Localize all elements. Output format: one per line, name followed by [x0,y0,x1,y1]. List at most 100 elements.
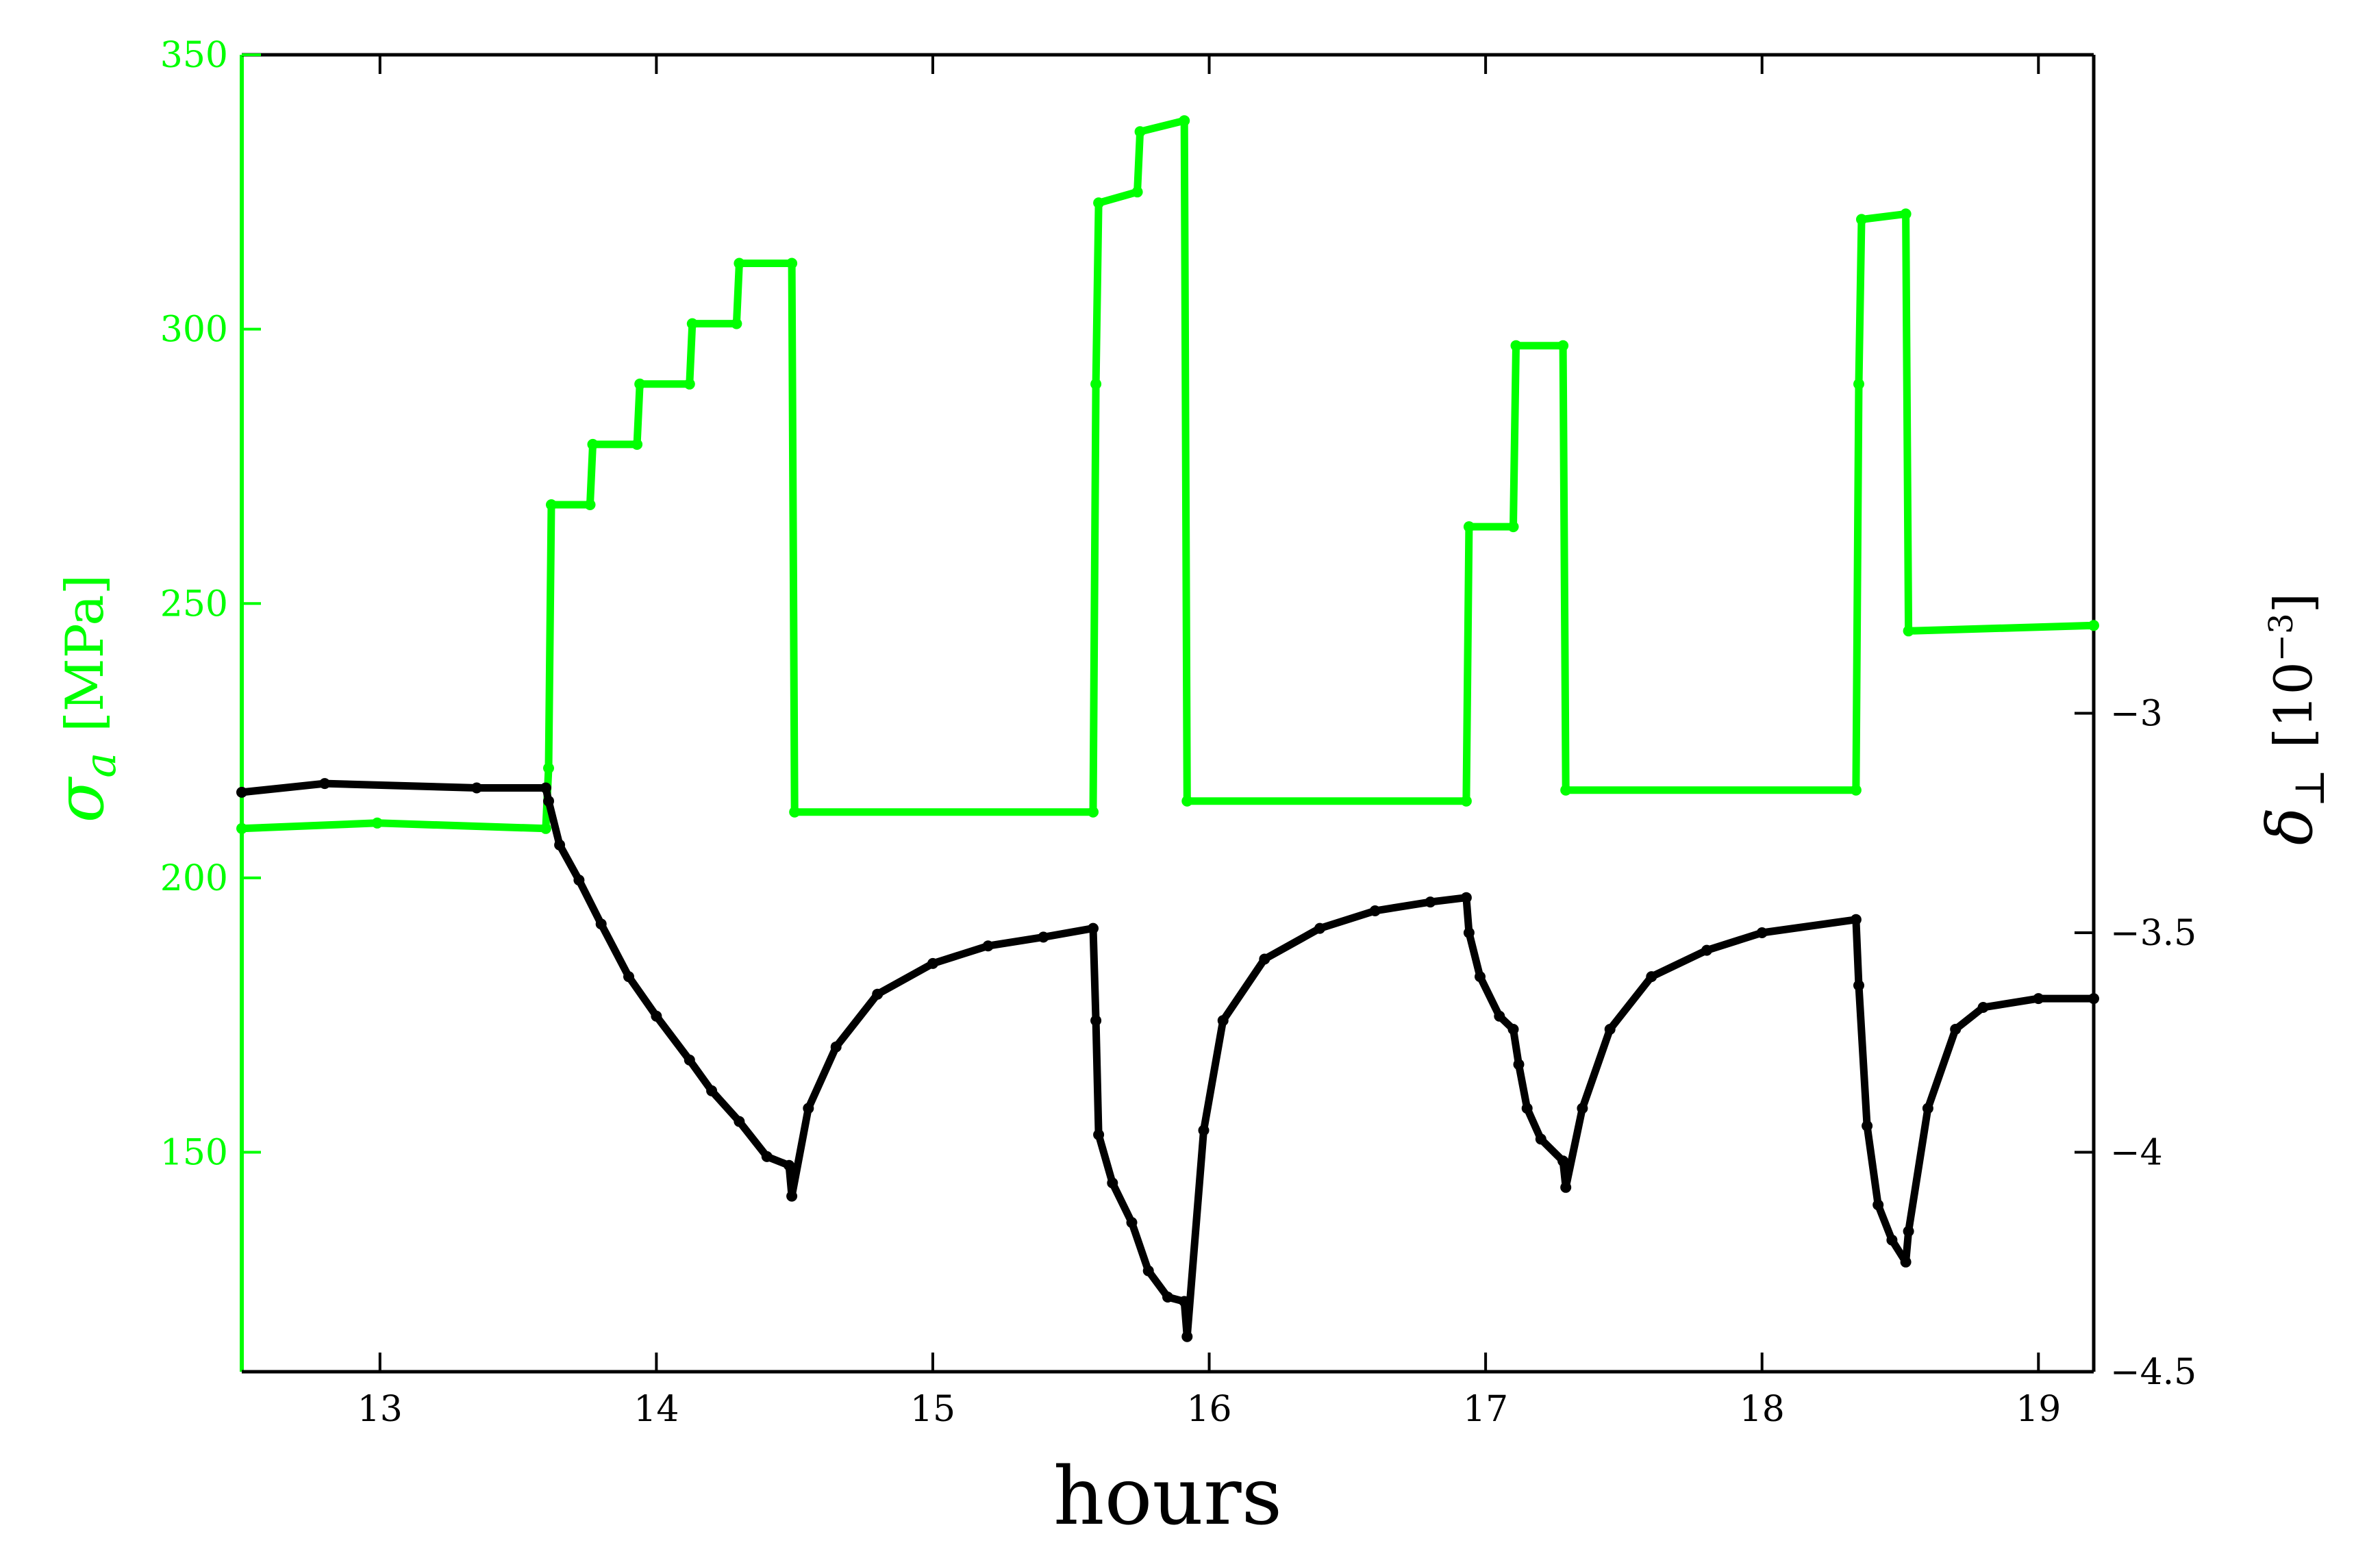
stress-data-point [587,438,599,450]
strain-data-point [1646,971,1657,983]
left-y-axis-symbol: σ [42,776,118,822]
strain-data-point [1093,1129,1105,1140]
strain-data-point [554,839,566,851]
right-y-axis-unit-base: [10 [2263,662,2324,748]
strain-data-point [1850,914,1862,925]
strain-data-point [543,795,554,807]
strain-data-point [573,875,585,886]
strain-data-point [1126,1217,1138,1229]
strain-data-point [734,1116,745,1127]
strain-data-point [982,940,994,952]
strain-data-point [540,782,551,794]
strain-data-point [1977,1002,1989,1013]
strain-data-point [1560,1181,1572,1193]
stress-data-point [1181,795,1193,807]
strain-data-point [1162,1292,1173,1303]
strain-data-point [1756,927,1768,938]
left-y-tick-label: 200 [160,858,228,899]
strain-data-point [1701,944,1712,956]
stress-data-point [734,257,745,269]
stress-data-point [584,499,596,510]
stress-data-point [1900,208,1912,220]
stress-data-point [1463,521,1475,533]
x-tick-label: 15 [910,1389,955,1430]
strain-data-point [1463,927,1475,938]
x-tick-label: 18 [1740,1389,1785,1430]
strain-data-point [1475,971,1486,983]
stress-data-point [684,378,695,390]
right-y-tick-label: −4.5 [2110,1352,2196,1393]
stress-data-point [1088,806,1099,818]
stress-data-point [789,806,801,818]
strain-data-point [236,786,247,798]
x-tick-label: 19 [2016,1389,2061,1430]
strain-data-point [1090,1015,1102,1027]
strain-data-point [761,1151,773,1162]
stress-data-point [546,499,557,510]
strain-data-point [319,778,331,790]
left-y-axis-subscript: a [75,753,125,778]
left-y-tick-label: 350 [160,35,228,76]
left-y-tick-label: 150 [160,1133,228,1174]
strain-data-point [1259,953,1270,965]
stress-data-point [1557,340,1569,351]
stress-data-point [543,762,554,774]
strain-data-point [1181,1331,1193,1342]
strain-data-point [1535,1133,1546,1145]
stress-data-point [786,257,798,269]
strain-data-point [1217,1015,1229,1027]
left-y-tick-label: 300 [160,310,228,351]
strain-series-line [238,779,2098,1341]
x-tick-label: 13 [358,1389,403,1430]
strain-data-point [1513,1059,1525,1070]
stress-data-point [1134,126,1146,138]
stress-data-point [1560,784,1572,796]
strain-data-point [1369,905,1381,916]
right-y-axis-subscript: ⊥ [2286,768,2334,807]
x-axis-label: hours [1053,1450,1282,1543]
stress-data-point [1853,378,1864,390]
strain-data-point [1862,1120,1873,1131]
strain-data-point [786,1190,798,1202]
strain-data-point [684,1054,695,1066]
stress-data-point [1510,340,1522,351]
right-y-tick-label: −3 [2110,694,2163,735]
strain-data-point [2033,993,2044,1005]
strain-data-point [803,1103,814,1114]
left-y-ticks: 150 200 250 300 350 [160,35,261,1174]
strain-data-point [1950,1024,1962,1035]
strain-data-point [1107,1177,1118,1189]
stress-data-point [731,318,742,329]
stress-data-point [634,378,646,390]
stress-data-point [1090,378,1102,390]
stress-data-point [631,438,643,450]
strain-data-point [1038,931,1049,943]
strain-data-point [651,1010,662,1022]
strain-data-point [872,988,884,1000]
strain-data-point [1886,1234,1898,1246]
stress-series-line [238,116,2098,833]
x-tick-label: 17 [1463,1389,1508,1430]
stress-data-point [1507,521,1519,533]
strain-data-point [830,1041,842,1053]
stress-data-point [1856,214,1867,225]
stress-data-point [1460,795,1472,807]
strain-data-point [595,918,607,930]
strain-data-point [706,1085,718,1096]
right-y-tick-label: −4 [2110,1133,2163,1174]
strain-data-point [1142,1265,1154,1277]
strain-data-point [1900,1256,1912,1268]
x-ticks: 13 14 15 16 17 18 19 [358,55,2061,1430]
stress-data-point [1850,784,1862,796]
strain-data-point [1922,1103,1933,1114]
strain-data-point [1604,1024,1616,1035]
strain-data-point [471,782,482,794]
x-tick-label: 16 [1186,1389,1231,1430]
strain-data-point [1460,892,1472,903]
right-y-axis-label: δ⊥ [10−3] [2253,593,2334,846]
strain-data-point [1507,1024,1519,1035]
strain-data-point [1557,1155,1569,1167]
strain-data-point [1314,922,1325,934]
strain-data-point [1903,1225,1914,1237]
